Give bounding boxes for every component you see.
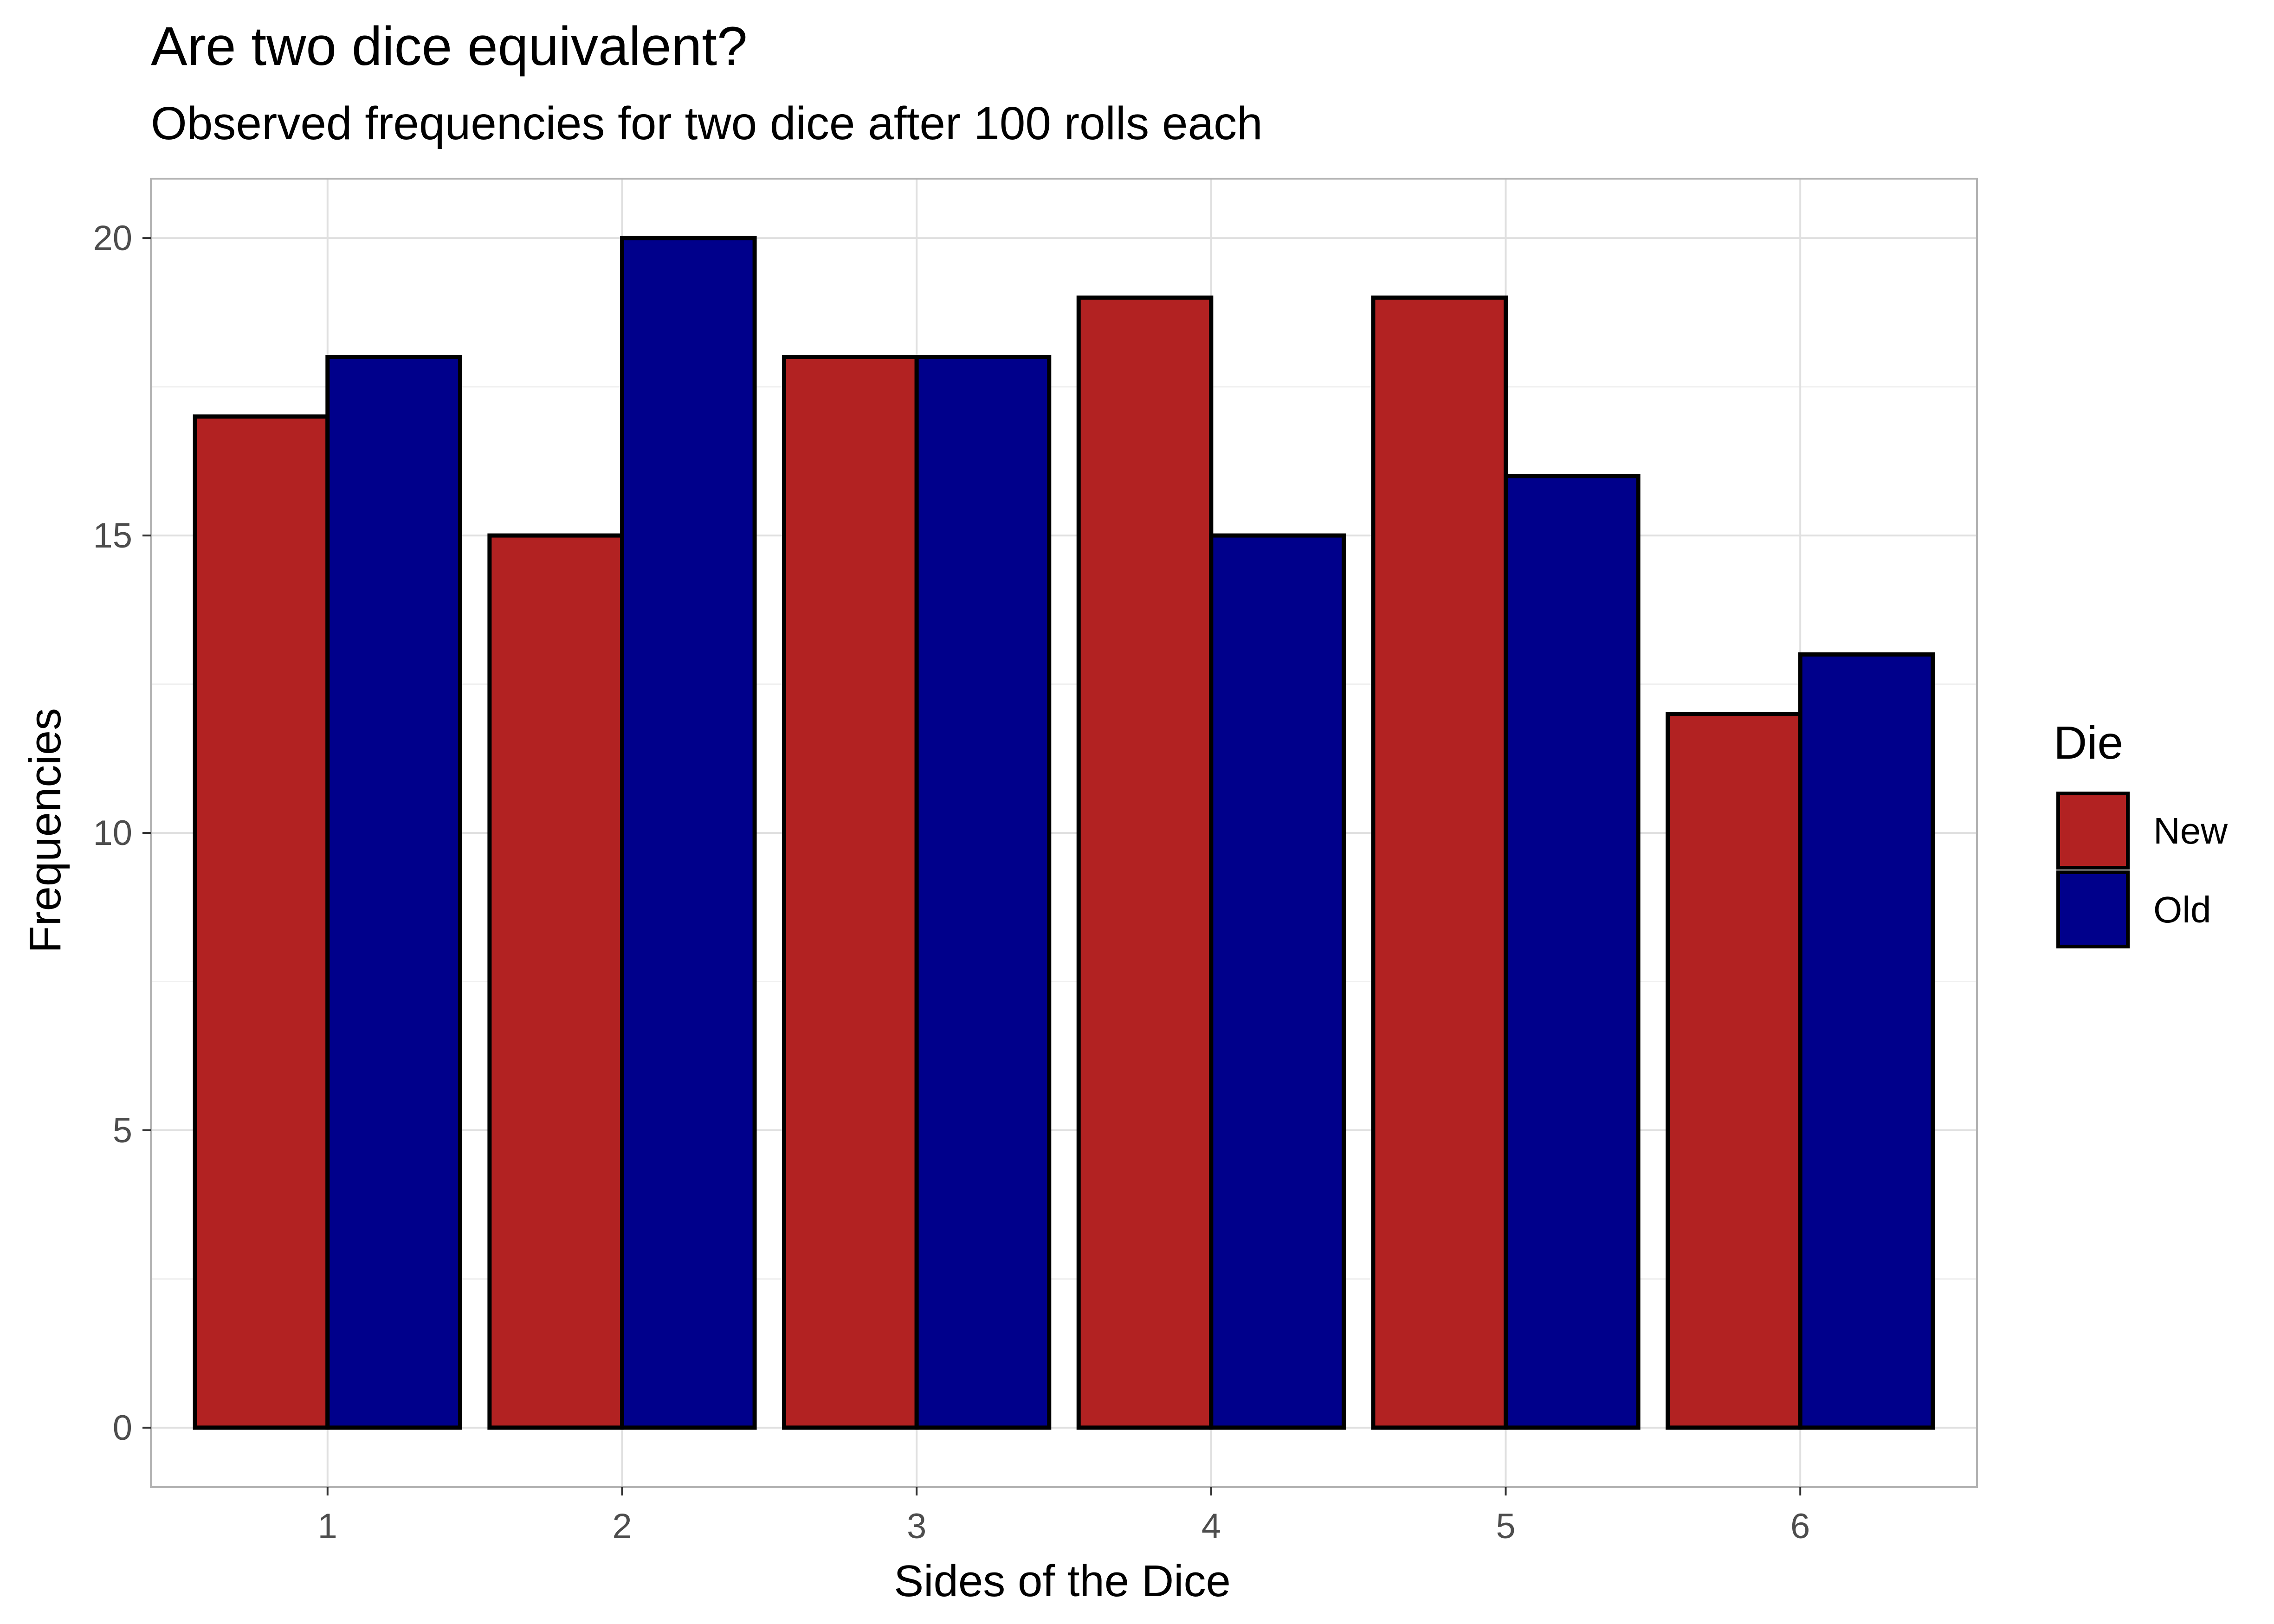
y-tick-label: 15	[93, 516, 132, 555]
x-tick-label: 3	[907, 1507, 926, 1546]
bar-old-2	[620, 236, 757, 1430]
bar-new-2	[487, 533, 624, 1430]
x-axis-title: Sides of the Dice	[894, 1556, 1231, 1606]
y-tick-label: 20	[93, 219, 132, 258]
x-tick-label: 5	[1496, 1507, 1515, 1546]
legend: Die New Old	[2054, 717, 2228, 948]
bar-new-5	[1371, 295, 1508, 1430]
plot-panel	[150, 178, 1978, 1488]
bar-old-5	[1504, 474, 1641, 1430]
bars	[193, 236, 1935, 1430]
legend-title: Die	[2054, 717, 2123, 769]
y-tick-label: 5	[113, 1111, 132, 1150]
bar-old-4	[1209, 533, 1346, 1430]
x-tick-label: 1	[318, 1507, 337, 1546]
bar-new-4	[1076, 295, 1214, 1430]
legend-key-new	[2056, 792, 2130, 870]
bar-old-3	[914, 355, 1052, 1430]
legend-items: New Old	[2056, 792, 2228, 948]
legend-label-old: Old	[2153, 889, 2211, 930]
x-tick-label: 2	[612, 1507, 632, 1546]
legend-label-new: New	[2153, 810, 2228, 851]
legend-key-old	[2056, 870, 2130, 948]
y-axis-title: Frequencies	[20, 708, 70, 953]
x-tick-label: 4	[1202, 1507, 1221, 1546]
bar-old-1	[325, 355, 462, 1430]
bar-old-6	[1798, 652, 1935, 1430]
bar-new-1	[193, 414, 330, 1430]
bar-new-6	[1666, 712, 1802, 1430]
x-tick-label: 6	[1790, 1507, 1810, 1546]
y-axis: 0 5 10 15 20	[93, 219, 151, 1448]
chart-subtitle: Observed frequencies for two dice after …	[151, 97, 1263, 149]
chart-title: Are two dice equivalent?	[151, 16, 748, 77]
y-tick-label: 10	[93, 813, 132, 853]
y-tick-label: 0	[113, 1408, 132, 1448]
bar-new-3	[782, 355, 919, 1430]
x-axis: 1 2 3 4 5 6	[318, 1487, 1810, 1546]
